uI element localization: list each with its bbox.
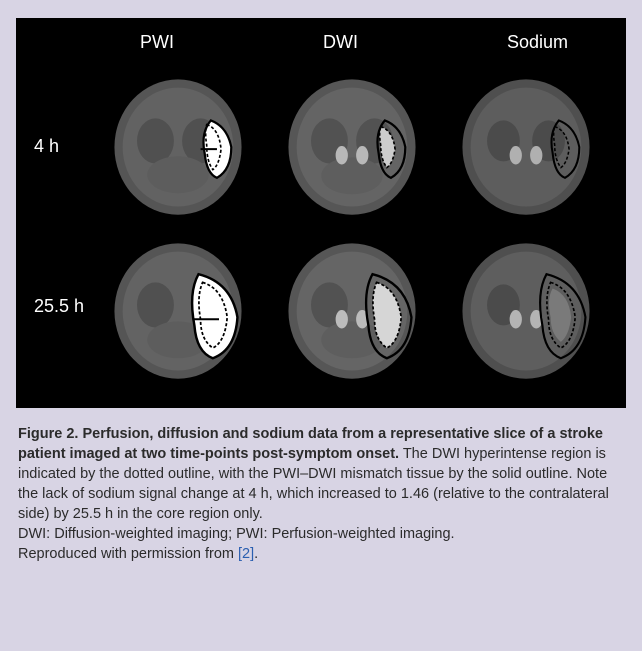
image-grid [96, 66, 608, 386]
caption-reference: [2] [238, 546, 254, 562]
cell-4h-sodium [444, 66, 608, 222]
row-headers: 4 h 25.5 h [34, 66, 92, 386]
caption-repro-suffix: . [254, 546, 258, 562]
cell-4h-pwi [96, 66, 260, 222]
col-header-sodium: Sodium [507, 32, 568, 53]
brain-image [96, 230, 260, 386]
figure-caption: Figure 2. Perfusion, diffusion and sodiu… [16, 408, 626, 566]
brain-image [444, 230, 608, 386]
col-header-dwi: DWI [323, 32, 358, 53]
caption-repro-prefix: Reproduced with permission from [18, 546, 238, 562]
brain-image [270, 66, 434, 222]
col-header-pwi: PWI [140, 32, 174, 53]
cell-25h-dwi [270, 230, 434, 386]
row-header-4h: 4 h [34, 136, 92, 157]
caption-abbrev: DWI: Diffusion-weighted imaging; PWI: Pe… [18, 526, 455, 542]
cell-4h-dwi [270, 66, 434, 222]
figure-image-panel: PWI DWI Sodium 4 h 25.5 h [16, 18, 626, 408]
brain-image [444, 66, 608, 222]
brain-image [270, 230, 434, 386]
cell-25h-sodium [444, 230, 608, 386]
brain-image [96, 66, 260, 222]
column-headers: PWI DWI Sodium [96, 32, 608, 53]
row-header-25h: 25.5 h [34, 296, 92, 317]
cell-25h-pwi [96, 230, 260, 386]
